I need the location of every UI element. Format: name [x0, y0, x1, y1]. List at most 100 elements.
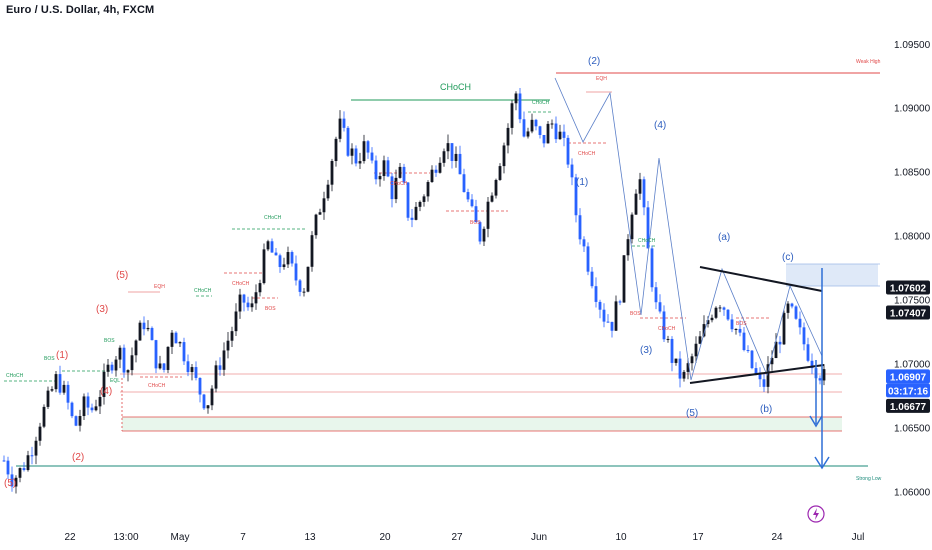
wave-blue-c: (c) [782, 252, 794, 263]
candle-body [502, 145, 506, 167]
candle-body [658, 302, 662, 312]
candle-body [390, 176, 394, 200]
candle-body [506, 127, 510, 146]
candle-body [90, 407, 94, 411]
price-label-text: 1.06677 [890, 402, 927, 413]
candle-body [822, 369, 826, 381]
eqh-label-2: EQH [596, 76, 607, 82]
bos-red-2: BOS [265, 306, 276, 312]
candle-body [462, 174, 466, 193]
candle-body [106, 364, 110, 372]
candle-body [514, 93, 518, 104]
candle-body [170, 332, 174, 347]
candle-body [750, 350, 754, 369]
arrow-head-1 [814, 456, 830, 470]
candle-body [310, 235, 314, 267]
candle-body [778, 341, 782, 345]
candle-body [654, 287, 658, 303]
candle-body [74, 416, 78, 426]
candle-body [718, 307, 722, 309]
candle-body [782, 312, 786, 345]
demand-zone [122, 417, 842, 431]
candle-body [50, 389, 54, 391]
candle-body [446, 143, 450, 152]
bos-red-4: BOS [736, 321, 747, 327]
candle-body [162, 363, 166, 370]
candle-body [790, 303, 794, 307]
candle-body [146, 327, 150, 330]
candle-body [638, 179, 642, 194]
candle-body [54, 374, 58, 390]
candle-body [78, 416, 82, 426]
candle-body [134, 340, 138, 356]
candle-body [82, 396, 86, 417]
candle-body [302, 291, 306, 293]
candle-body [442, 151, 446, 163]
annotations: CHoCH Weak High Strong Low CHoCH BOS BOS… [4, 56, 882, 489]
candle-body [138, 322, 142, 341]
candle-body [322, 198, 326, 213]
candle-body [570, 164, 574, 178]
choch-label-5: CHoCH [532, 100, 550, 106]
candle-body [578, 215, 582, 240]
wave-blue-2: (2) [588, 56, 600, 67]
candle-body [410, 217, 414, 220]
candle-body [378, 176, 382, 180]
candle-body [142, 322, 146, 330]
candle-body [542, 134, 546, 144]
candle-body [810, 360, 814, 369]
candle-body [422, 196, 426, 202]
candle-body [594, 286, 598, 302]
candle-body [786, 303, 790, 313]
flash-icon[interactable] [807, 505, 825, 523]
price-label-box [886, 398, 930, 413]
candle-body [818, 378, 822, 381]
candle-body [98, 396, 102, 407]
candle-body [590, 271, 594, 287]
zones-layer [122, 264, 878, 431]
candle-body [646, 207, 650, 249]
candle-body [634, 193, 638, 215]
triangle-upper [699, 266, 823, 292]
bos-red-3: BOS [630, 311, 641, 317]
candle-body [574, 177, 578, 216]
choch-label-1: CHoCH [6, 373, 24, 379]
candle-body [602, 309, 606, 322]
candle-body [58, 374, 62, 393]
wave-red-5a: (5) [4, 478, 16, 489]
candle-body [454, 153, 458, 161]
candle-body [662, 311, 666, 340]
price-label-text: 1.06907 [890, 372, 927, 383]
chart-title: Euro / U.S. Dollar, 4h, FXCM [6, 4, 155, 16]
candle-body [402, 166, 406, 183]
candle-body [262, 249, 266, 284]
choch-main-label: CHoCH [440, 82, 471, 92]
candle-body [294, 263, 298, 281]
candle-body [70, 402, 74, 417]
candle-body [710, 317, 714, 321]
y-tick-label: 1.09500 [894, 40, 931, 51]
candle-body [766, 364, 770, 387]
candle-body [666, 338, 670, 340]
candle-body [474, 206, 478, 223]
candle-body [382, 160, 386, 177]
candle-body [754, 368, 758, 374]
candle-body [186, 361, 190, 373]
y-tick-label: 1.08500 [894, 168, 931, 179]
y-axis: 1.09500 1.09000 1.08500 1.08000 1.07500 1.070… [894, 40, 931, 499]
candle-body [438, 162, 442, 173]
candle-body [190, 367, 194, 373]
wave-blue-5: (5) [686, 408, 698, 419]
candle-body [178, 342, 182, 344]
x-tick-label: 17 [692, 532, 704, 543]
candle-body [270, 241, 274, 253]
candle-body [154, 340, 158, 369]
price-label-text: 1.07407 [890, 308, 927, 319]
structure-lines [4, 72, 880, 467]
candle-body [282, 264, 286, 268]
candle-body [194, 367, 198, 378]
candle-body [730, 319, 734, 330]
weak-high-label: Weak High [856, 59, 881, 65]
candle-body [434, 169, 438, 173]
